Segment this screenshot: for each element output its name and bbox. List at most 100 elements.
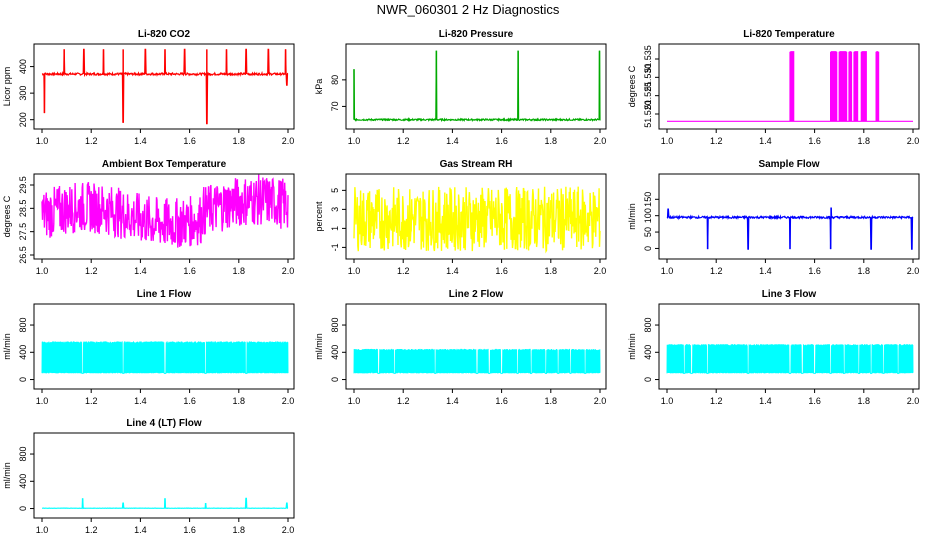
y-tick-label: 5 <box>330 188 340 193</box>
y-axis-label: ml/min <box>314 333 324 360</box>
series-line <box>666 344 914 374</box>
panel-co2: Li-820 CO2 Licor ppm 200 300 400 1.0 1.2 1.4 1.6… <box>2 29 295 146</box>
x-tick-label: 1.2 <box>397 396 410 406</box>
x-tick-label: 1.0 <box>348 136 361 146</box>
series-line <box>666 51 914 122</box>
plot-frame <box>33 173 295 260</box>
x-tick-label: 2.0 <box>594 136 607 146</box>
panel-title: Li-820 CO2 <box>138 29 191 40</box>
panel-title: Ambient Box Temperature <box>102 159 227 170</box>
x-tick-label: 1.8 <box>858 396 871 406</box>
x-tick-label: 1.8 <box>233 136 246 146</box>
series-line <box>41 341 289 374</box>
panel-line4: Line 4 (LT) Flow ml/min 0 400 800 1.0 1.2 1.4 1.… <box>2 418 295 535</box>
y-tick-label: 80 <box>330 75 340 85</box>
panel-line3: Line 3 Flow ml/min 0 400 800 1.0 1.2 1.4 1.6 1.8 2… <box>627 289 920 406</box>
y-tick-label: 200 <box>18 112 28 127</box>
x-tick-label: 1.4 <box>759 136 772 146</box>
x-tick-label: 1.6 <box>183 266 196 276</box>
x-tick-label: 1.2 <box>85 525 98 535</box>
x-tick-label: 1.8 <box>545 136 558 146</box>
y-tick-label: 70 <box>330 101 340 111</box>
x-tick-label: 1.6 <box>495 136 508 146</box>
x-tick-label: 2.0 <box>282 136 295 146</box>
plot-frame <box>33 303 295 390</box>
plot-frame <box>33 432 295 519</box>
x-tick-label: 1.4 <box>134 266 147 276</box>
plot-frame <box>33 43 295 130</box>
y-axis-label: ml/min <box>627 203 637 230</box>
x-tick-label: 2.0 <box>907 266 920 276</box>
x-tick-label: 1.6 <box>808 396 821 406</box>
y-axis-label: kPa <box>314 79 324 95</box>
y-axis-label: degrees C <box>627 65 637 107</box>
panel-line2: Line 2 Flow ml/min 0 400 800 1.0 1.2 1.4 1.6 1.8 2… <box>314 289 607 406</box>
x-tick-label: 1.0 <box>36 136 49 146</box>
x-tick-label: 1.2 <box>397 266 410 276</box>
x-tick-label: 1.4 <box>134 136 147 146</box>
x-tick-label: 1.2 <box>85 266 98 276</box>
y-tick-label: 400 <box>18 59 28 74</box>
y-tick-label: 800 <box>643 318 653 333</box>
x-tick-label: 1.6 <box>183 396 196 406</box>
panel-title: Line 1 Flow <box>137 289 192 300</box>
x-tick-label: 1.0 <box>661 136 674 146</box>
y-tick-label: 800 <box>330 318 340 333</box>
panel-pressure: Li-820 Pressure kPa 70 80 1.0 1.2 1.4 1.6 1.8 2.0 <box>314 29 607 146</box>
x-tick-label: 1.0 <box>661 396 674 406</box>
y-tick-label: 400 <box>643 345 653 360</box>
y-tick-label: 29.5 <box>18 176 28 194</box>
x-tick-label: 1.2 <box>710 266 723 276</box>
panel-box_temp: Ambient Box Temperature degrees C 26.5 27.5… <box>2 159 295 276</box>
y-tick-label: 51.525 <box>643 82 653 110</box>
x-tick-label: 1.6 <box>808 266 821 276</box>
y-tick-label: 150 <box>643 192 653 207</box>
x-tick-label: 1.4 <box>759 266 772 276</box>
y-tick-label: 0 <box>18 506 28 511</box>
x-tick-label: 1.6 <box>495 396 508 406</box>
panel-title: Li-820 Pressure <box>439 29 514 40</box>
x-tick-label: 1.8 <box>233 525 246 535</box>
x-tick-label: 1.4 <box>134 525 147 535</box>
series-line <box>41 174 289 248</box>
x-tick-label: 2.0 <box>907 136 920 146</box>
plot-frame <box>658 303 920 390</box>
series-line <box>353 186 601 254</box>
x-tick-label: 1.0 <box>36 266 49 276</box>
x-tick-label: 2.0 <box>282 266 295 276</box>
y-tick-label: 1 <box>330 226 340 231</box>
y-tick-label: 3 <box>330 207 340 212</box>
x-tick-label: 1.4 <box>134 396 147 406</box>
x-tick-label: 1.8 <box>858 136 871 146</box>
y-axis-label: ml/min <box>2 462 12 489</box>
y-tick-label: 50 <box>643 227 653 237</box>
y-tick-label: 51.535 <box>643 45 653 73</box>
y-tick-label: 0 <box>18 377 28 382</box>
plot-frame <box>345 173 607 260</box>
panel-line1: Line 1 Flow ml/min 0 400 800 1.0 1.2 1.4 1.6 1.8 2… <box>2 289 295 406</box>
panel-title: Li-820 Temperature <box>743 29 835 40</box>
plot-frame <box>658 43 920 130</box>
y-tick-label: 100 <box>643 208 653 223</box>
x-tick-label: 2.0 <box>594 396 607 406</box>
y-tick-label: 300 <box>18 86 28 101</box>
y-axis-label: Licor ppm <box>2 67 12 107</box>
x-tick-label: 1.2 <box>710 136 723 146</box>
x-tick-label: 1.4 <box>446 396 459 406</box>
x-tick-label: 1.8 <box>858 266 871 276</box>
x-tick-label: 1.4 <box>759 396 772 406</box>
y-tick-label: 400 <box>330 345 340 360</box>
x-tick-label: 1.2 <box>397 136 410 146</box>
y-axis-label: ml/min <box>2 333 12 360</box>
series-line <box>41 48 289 125</box>
x-tick-label: 1.4 <box>446 136 459 146</box>
x-tick-label: 1.2 <box>85 396 98 406</box>
plot-frame <box>345 303 607 390</box>
y-tick-label: 400 <box>18 345 28 360</box>
x-tick-label: 1.6 <box>183 525 196 535</box>
x-tick-label: 1.4 <box>446 266 459 276</box>
x-tick-label: 1.0 <box>348 396 361 406</box>
x-tick-label: 1.8 <box>233 396 246 406</box>
x-tick-label: 1.2 <box>710 396 723 406</box>
